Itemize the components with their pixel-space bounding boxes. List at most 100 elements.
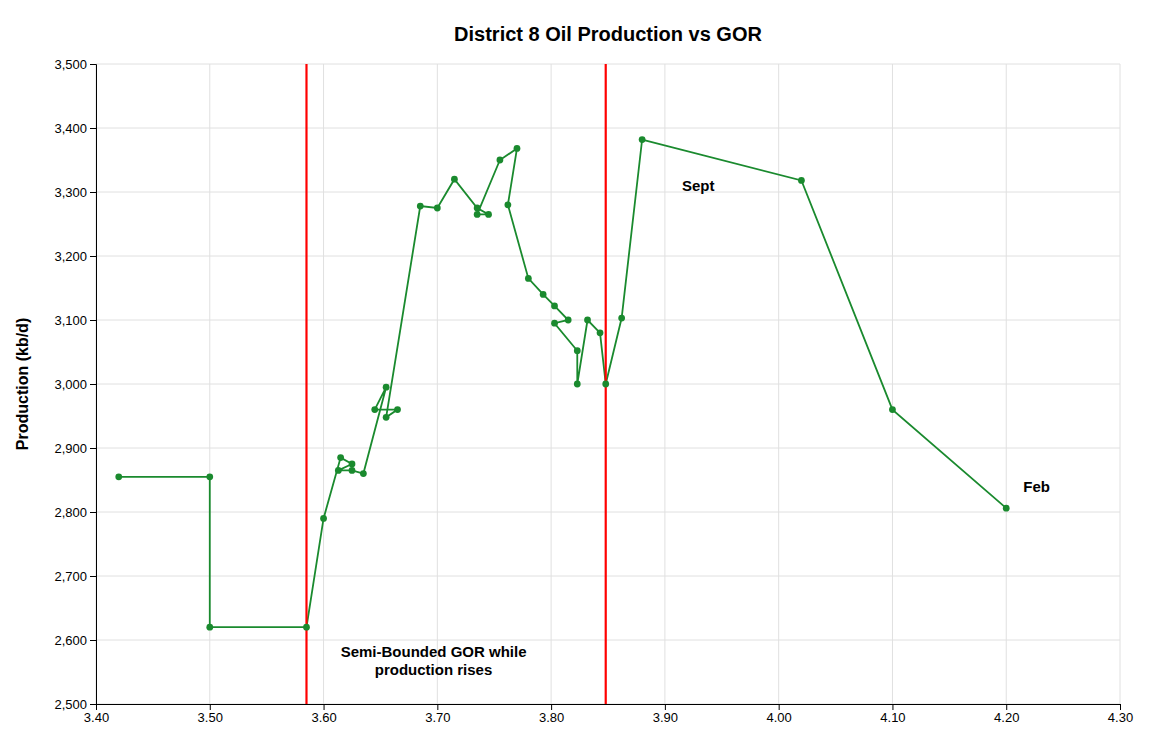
grid-line-y [96,512,1120,513]
data-point [335,467,342,474]
data-point [206,473,213,480]
data-point [349,467,356,474]
grid-line-y [96,448,1120,449]
tick-mark [551,704,552,710]
data-point [303,624,310,631]
data-point [551,320,558,327]
data-point [383,384,390,391]
data-point [320,515,327,522]
tick: 3.60 [311,704,336,725]
tick-label: 3.80 [539,710,564,725]
tick: 3.80 [539,704,564,725]
tick-label: 4.10 [880,710,905,725]
plot-area: 3.40 3.50 3.60 3.70 3.80 3.90 4.00 4.10 4.20 4.30… [54,57,1133,726]
tick-mark [90,256,96,257]
tick-mark [90,320,96,321]
tick-label: 2,800 [54,505,87,520]
tick: 3,000 [54,377,96,392]
tick-label: 3.50 [198,710,223,725]
grid-line-y [96,192,1120,193]
tick-label: 3,200 [54,249,87,264]
tick: 3,100 [54,313,96,328]
x-axis: 3.40 3.50 3.60 3.70 3.80 3.90 4.00 4.10 4.20 4.30 [84,704,1133,725]
tick-mark [90,448,96,449]
data-line [119,140,1006,628]
tick-label: 2,700 [54,569,87,584]
data-point [349,461,356,468]
tick-label: 4.20 [994,710,1019,725]
y-axis-title: Production (kb/d) [14,318,31,450]
tick: 2,800 [54,505,96,520]
reference-line [305,64,307,704]
tick: 3,500 [54,57,96,72]
data-point [584,317,591,324]
tick-label: 4.00 [767,710,792,725]
tick-label: 2,500 [54,697,87,712]
data-point [485,211,492,218]
grid-line-y [96,640,1120,641]
tick-mark [324,704,325,710]
tick: 2,500 [54,697,96,712]
grid-line-y [96,256,1120,257]
annotation: Semi-Bounded GOR whileproduction rises [341,643,527,678]
data-point [417,203,424,210]
annotation: Feb [1023,478,1050,495]
tick: 4.20 [994,704,1019,725]
tick-mark [779,704,780,710]
data-point [394,406,401,413]
tick-label: 3.70 [425,710,450,725]
annotation: Sept [682,177,715,194]
chart: 3.40 3.50 3.60 3.70 3.80 3.90 4.00 4.10 4.20 4.30… [0,0,1154,756]
tick-label: 3.60 [311,710,336,725]
data-point [889,406,896,413]
data-point [798,177,805,184]
tick: 4.10 [880,704,905,725]
tick-mark [665,704,666,710]
grid-line-y [96,128,1120,129]
data-point [639,136,646,143]
tick-label: 2,600 [54,633,87,648]
data-point [360,470,367,477]
tick: 3,200 [54,249,96,264]
annotation-group: Feb [1023,478,1050,495]
tick-mark [437,704,438,710]
tick: 3,400 [54,121,96,136]
tick-mark [1120,704,1121,710]
data-point [540,291,547,298]
tick-mark [90,64,96,65]
tick-mark [90,128,96,129]
tick-label: 3,000 [54,377,87,392]
data-point [474,211,481,218]
data-point [337,454,344,461]
marks [115,64,1009,704]
tick: 2,700 [54,569,96,584]
tick-label: 3,100 [54,313,87,328]
tick: 3.90 [653,704,678,725]
tick-mark [90,384,96,385]
data-point [514,145,521,152]
tick-mark [90,512,96,513]
tick-mark [892,704,893,710]
grid-line-y [96,320,1120,321]
data-point [574,381,581,388]
tick: 2,600 [54,633,96,648]
data-point [206,624,213,631]
data-point [504,201,511,208]
data-point [597,329,604,336]
data-point [551,303,558,310]
annotations: Sept Feb Semi-Bounded GOR whileproduction … [341,177,1050,678]
title: District 8 Oil Production vs GOR [454,23,762,45]
tick-label: 3,500 [54,57,87,72]
y-axis: 2,5002,6002,7002,8002,9003,0003,1003,200… [54,57,96,712]
tick-mark [90,704,96,705]
tick-mark [210,704,211,710]
tick: 4.00 [767,704,792,725]
data-point [371,406,378,413]
data-point [115,473,122,480]
data-point [497,157,504,164]
grid [96,64,1120,704]
data-point [1003,505,1010,512]
tick-mark [90,576,96,577]
tick: 4.30 [1108,704,1133,725]
tick-label: 3.40 [84,710,109,725]
